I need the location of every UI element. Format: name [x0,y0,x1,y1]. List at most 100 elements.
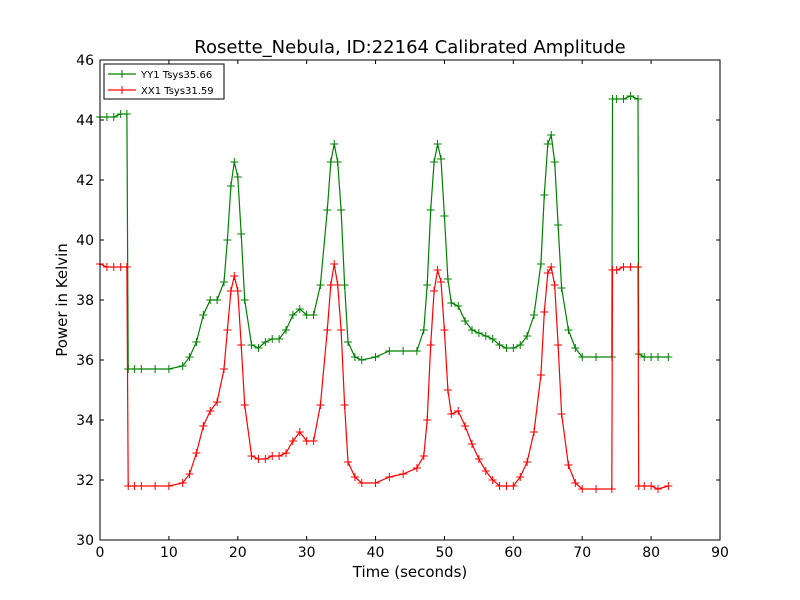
data-point [488,335,497,343]
data-point [254,455,263,463]
data-point [523,458,532,466]
data-point [164,482,173,490]
data-point [468,326,476,334]
data-point [419,326,428,334]
data-point [164,365,173,373]
data-point [554,341,563,349]
data-point [295,305,304,313]
data-point [109,113,118,121]
data-point [206,407,215,415]
data-point [333,158,342,166]
data-point [571,344,580,352]
data-point [247,452,256,460]
data-point [578,485,587,493]
data-point [564,326,573,334]
data-point [226,182,235,190]
data-point [647,482,656,490]
data-point [223,326,232,334]
data-point [268,452,277,460]
data-point [340,281,349,289]
data-point [481,467,490,475]
data-point [109,263,118,271]
data-point [237,341,246,349]
data-point [495,341,504,349]
data-point [323,326,332,334]
data-point [619,263,628,271]
data-point [443,386,452,394]
data-point [385,473,394,481]
y-tick-label: 44 [76,113,94,129]
data-point [178,362,187,370]
data-point [357,356,366,364]
data-point [540,308,549,316]
data-point [240,296,249,304]
data-point [275,452,284,460]
data-point [178,479,187,487]
data-point [326,281,335,289]
data-point [344,458,352,466]
x-tick-label: 40 [367,545,385,561]
data-point [592,485,600,493]
data-point [247,341,256,349]
x-tick-label: 50 [436,545,454,561]
data-point [288,437,297,445]
x-tick-label: 30 [298,545,316,561]
data-point [481,332,490,340]
data-point [282,326,290,334]
y-axis-label: Power in Kelvin [53,243,71,357]
data-point [185,353,194,361]
data-point [412,464,421,472]
data-point [664,482,673,490]
data-point [206,296,215,304]
data-point [223,236,232,244]
data-point [612,266,621,274]
data-point [488,476,497,484]
x-tick-label: 70 [573,545,591,561]
data-point [433,140,442,148]
x-axis-label: Time (seconds) [352,563,468,581]
x-tick-label: 10 [160,545,178,561]
data-point [302,437,311,445]
data-point [337,326,346,334]
data-point [316,281,325,289]
data-point [192,449,201,457]
data-point [254,344,263,352]
x-tick-label: 60 [504,545,522,561]
data-point [571,479,580,487]
data-point [268,335,277,343]
data-point [543,269,552,277]
data-point [426,341,435,349]
data-point [220,278,228,286]
data-point [454,407,463,415]
data-point [295,428,304,436]
data-point [261,338,270,346]
y-tick-label: 46 [76,53,94,69]
data-point [330,140,339,148]
data-point [233,173,242,181]
data-point [474,329,483,337]
data-point [447,299,456,307]
data-point [640,482,649,490]
data-point [412,347,421,355]
data-point [275,335,284,343]
data-point [509,344,518,352]
data-point [122,110,131,118]
y-tick-label: 36 [76,353,94,369]
data-point [634,263,643,271]
data-point [607,485,616,493]
data-point [237,230,246,238]
data-point [423,281,432,289]
legend-box [103,63,225,100]
data-point [122,263,131,271]
data-point [564,461,573,469]
data-point [557,410,566,418]
data-point [309,311,318,319]
legend-label-1: XX1 Tsys31.59 [141,86,214,97]
data-point [213,398,222,406]
data-point [516,341,525,349]
data-point [323,206,332,214]
series-layer [96,92,673,493]
data-point [419,452,428,460]
data-point [437,155,445,163]
